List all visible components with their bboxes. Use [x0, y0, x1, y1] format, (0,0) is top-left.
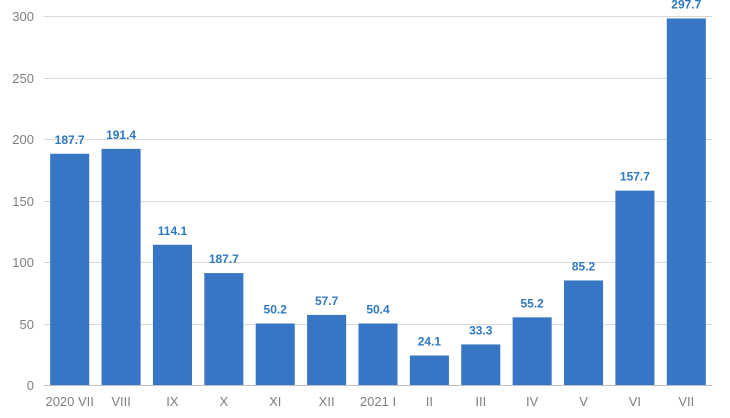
data-label-11: 157.7 [620, 170, 650, 184]
bar-10 [564, 280, 604, 385]
data-label-7: 24.1 [418, 334, 442, 348]
x-tick-label-0: 2020 VII [45, 394, 93, 409]
x-tick-label-4: XI [269, 394, 281, 409]
bar-7 [409, 355, 449, 385]
bar-8 [461, 344, 501, 385]
y-tick-label: 150 [12, 194, 34, 209]
bar-9 [512, 317, 552, 385]
data-label-2: 114.1 [158, 224, 188, 238]
data-label-4: 50.2 [264, 303, 288, 317]
x-tick-label-8: III [475, 394, 486, 409]
data-label-8: 33.3 [469, 323, 493, 337]
grid-lines [44, 16, 712, 325]
data-label-10: 85.2 [572, 259, 596, 273]
bars [50, 18, 706, 386]
bar-12 [666, 18, 706, 386]
y-tick-label: 300 [12, 9, 34, 24]
x-tick-label-3: X [220, 394, 229, 409]
y-axis: 0 50 100 150 200 250 300 [12, 9, 34, 393]
bar-0 [50, 153, 90, 385]
data-label-0: 187.7 [55, 133, 85, 147]
x-tick-label-12: VII [678, 394, 694, 409]
data-label-1: 191.4 [106, 128, 136, 142]
bar-1 [101, 148, 141, 385]
x-axis: 2020 VII VIII IX X XI XII 2021 I II III IV V VI VII [44, 385, 712, 409]
x-tick-label-6: 2021 I [360, 394, 396, 409]
y-tick-label: 0 [27, 378, 34, 393]
bar-6 [358, 323, 398, 385]
bar-2 [152, 244, 192, 385]
x-tick-label-2: IX [166, 394, 179, 409]
data-label-6: 50.4 [366, 303, 390, 317]
y-tick-label: 200 [12, 132, 34, 147]
x-tick-label-11: VI [629, 394, 641, 409]
data-label-9: 55.2 [520, 296, 544, 310]
bar-4 [255, 323, 295, 385]
data-labels: 187.7 191.4 114.1 187.7 50.2 57.7 50.4 24.1 33.3… [55, 0, 702, 348]
y-tick-label: 100 [12, 255, 34, 270]
data-label-3: 187.7 [209, 252, 239, 266]
x-tick-label-7: II [426, 394, 433, 409]
y-tick-label: 50 [20, 317, 34, 332]
x-tick-label-10: V [579, 394, 588, 409]
x-tick-label-1: VIII [111, 394, 131, 409]
bar-5 [307, 314, 347, 385]
bar-11 [615, 190, 655, 385]
data-label-5: 57.7 [315, 294, 339, 308]
data-label-12: 297.7 [671, 0, 701, 11]
x-tick-label-5: XII [319, 394, 335, 409]
x-tick-label-9: IV [526, 394, 539, 409]
bar-3 [204, 273, 244, 385]
y-tick-label: 250 [12, 71, 34, 86]
